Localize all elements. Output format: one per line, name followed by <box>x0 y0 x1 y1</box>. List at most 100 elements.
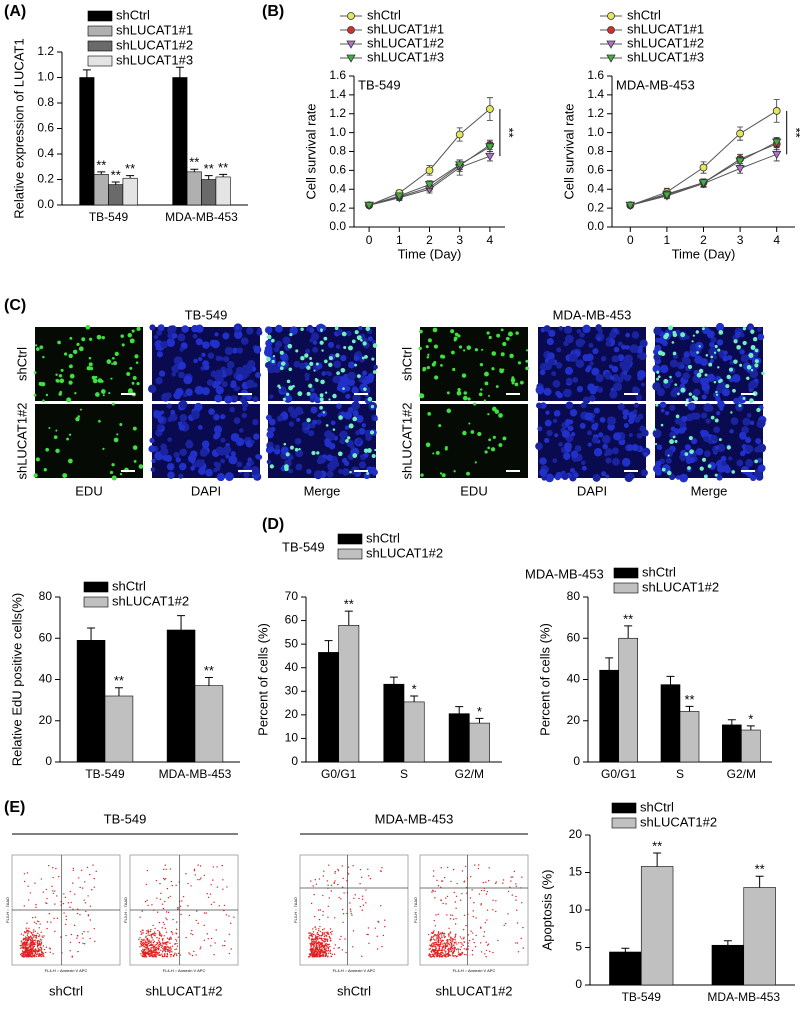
event <box>83 899 85 901</box>
edu-signal <box>714 473 718 477</box>
event <box>93 886 96 888</box>
event <box>325 942 327 945</box>
event <box>38 948 40 951</box>
y-tick-label: 1.0 <box>37 70 54 84</box>
nucleus <box>364 429 372 437</box>
nucleus <box>312 340 318 345</box>
edu-signal <box>474 461 477 464</box>
event <box>328 935 331 938</box>
event <box>329 931 332 934</box>
event <box>313 944 315 947</box>
event <box>315 947 317 949</box>
x-tick-label: G0/G1 <box>601 767 637 781</box>
y-tick-label: 20 <box>39 713 53 727</box>
nucleus <box>623 459 628 464</box>
nucleus <box>352 393 361 403</box>
event <box>337 947 339 949</box>
event <box>469 897 472 899</box>
event <box>327 933 329 935</box>
nucleus <box>546 338 554 346</box>
event <box>32 933 34 936</box>
nucleus <box>239 428 244 433</box>
event <box>39 923 41 925</box>
event <box>149 934 151 937</box>
event <box>433 943 435 946</box>
event <box>322 945 325 947</box>
nucleus <box>542 465 548 470</box>
chart-title: MDA-MB-453 <box>616 77 695 92</box>
event <box>163 935 166 937</box>
edu-signal <box>72 349 78 355</box>
event <box>210 884 212 886</box>
event <box>311 937 313 940</box>
event <box>147 934 149 936</box>
edu-signal <box>713 351 717 354</box>
event <box>175 884 177 887</box>
nucleus <box>544 419 552 427</box>
legend-marker <box>347 26 355 34</box>
nucleus <box>190 459 196 464</box>
event <box>163 947 166 950</box>
event <box>145 951 148 954</box>
nucleus <box>344 385 351 392</box>
event <box>139 946 141 948</box>
event <box>26 939 29 941</box>
event <box>484 953 486 955</box>
event <box>159 954 161 957</box>
nucleus <box>270 426 276 432</box>
nucleus <box>236 374 244 382</box>
image-background <box>420 327 528 401</box>
legend-label: shCtrl <box>366 530 400 545</box>
event <box>483 931 486 933</box>
chart-title: TB-549 <box>282 539 325 554</box>
edu-signal <box>337 451 343 457</box>
event <box>450 945 452 948</box>
event <box>33 929 35 931</box>
edu-signal <box>365 326 371 332</box>
nucleus <box>632 409 638 414</box>
event <box>432 938 435 940</box>
edu-signal <box>519 380 524 385</box>
marker <box>625 201 635 211</box>
event <box>435 943 437 946</box>
nucleus <box>665 457 672 464</box>
nucleus <box>288 468 294 474</box>
nucleus <box>535 385 545 395</box>
event <box>31 916 34 919</box>
legend-label: shCtrl <box>112 578 146 593</box>
event <box>45 888 48 891</box>
event <box>161 951 164 953</box>
nucleus <box>371 339 376 345</box>
event <box>39 943 41 946</box>
nucleus <box>190 465 195 471</box>
event <box>433 949 436 952</box>
event <box>317 942 319 944</box>
nucleus <box>183 375 193 385</box>
event <box>440 949 442 952</box>
nucleus <box>367 336 373 342</box>
nucleus <box>555 362 563 369</box>
event <box>230 922 232 924</box>
event <box>456 943 458 945</box>
legend-marker <box>607 26 615 34</box>
edu-signal <box>754 363 759 368</box>
nucleus <box>373 416 378 422</box>
edu-signal <box>136 326 141 332</box>
edu-signal <box>79 408 83 411</box>
edu-signal <box>361 356 365 360</box>
edu-signal <box>657 375 661 379</box>
edu-signal <box>685 398 689 402</box>
event <box>24 938 27 940</box>
event <box>339 938 341 941</box>
event <box>485 949 488 952</box>
event <box>465 892 468 894</box>
edu-signal <box>462 395 468 401</box>
significance: ** <box>204 161 214 176</box>
event <box>309 953 311 955</box>
nucleus <box>362 379 367 384</box>
event <box>509 886 511 888</box>
event <box>141 932 143 934</box>
event <box>327 955 329 957</box>
y-tick-label: 40 <box>285 660 299 674</box>
nucleus <box>589 361 594 366</box>
